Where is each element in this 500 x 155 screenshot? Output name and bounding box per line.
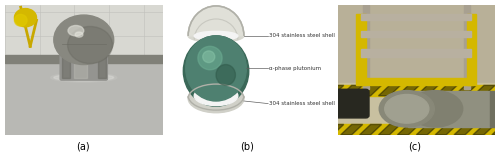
- Bar: [356, 14, 366, 85]
- Ellipse shape: [14, 9, 36, 27]
- Bar: [361, 78, 472, 85]
- Bar: [338, 124, 495, 135]
- Polygon shape: [398, 85, 419, 96]
- Bar: [362, 5, 369, 89]
- Ellipse shape: [202, 51, 215, 63]
- Bar: [361, 14, 472, 20]
- Polygon shape: [340, 124, 362, 135]
- Bar: [464, 5, 470, 89]
- Ellipse shape: [379, 91, 434, 127]
- Ellipse shape: [216, 64, 236, 85]
- Ellipse shape: [408, 91, 463, 127]
- Polygon shape: [492, 124, 500, 135]
- Bar: [5, 55, 162, 63]
- Bar: [5, 59, 162, 135]
- Text: α-phase plutonium: α-phase plutonium: [270, 66, 322, 71]
- Polygon shape: [360, 124, 382, 135]
- Polygon shape: [435, 124, 457, 135]
- Text: (b): (b): [240, 142, 254, 152]
- Polygon shape: [378, 124, 400, 135]
- Circle shape: [186, 36, 246, 101]
- Polygon shape: [322, 124, 344, 135]
- Polygon shape: [492, 85, 500, 96]
- Text: (c): (c): [408, 142, 422, 152]
- Polygon shape: [340, 85, 362, 96]
- Polygon shape: [454, 85, 476, 96]
- Text: (a): (a): [76, 142, 90, 152]
- Bar: [361, 31, 472, 37]
- Polygon shape: [454, 124, 476, 135]
- Bar: [5, 5, 162, 59]
- Ellipse shape: [385, 95, 429, 123]
- Ellipse shape: [194, 31, 238, 40]
- Ellipse shape: [68, 27, 112, 64]
- Circle shape: [54, 15, 114, 64]
- FancyBboxPatch shape: [60, 41, 108, 80]
- Polygon shape: [322, 85, 344, 96]
- Ellipse shape: [194, 86, 238, 106]
- Wedge shape: [188, 6, 244, 36]
- Text: 304 stainless steel shell: 304 stainless steel shell: [270, 101, 335, 106]
- Polygon shape: [416, 85, 438, 96]
- Text: 304 stainless steel shell: 304 stainless steel shell: [270, 33, 335, 38]
- Bar: [490, 91, 500, 127]
- Bar: [338, 85, 495, 96]
- Bar: [338, 83, 495, 135]
- Ellipse shape: [68, 25, 84, 36]
- Ellipse shape: [75, 32, 83, 37]
- Bar: [74, 44, 87, 78]
- Polygon shape: [435, 85, 457, 96]
- Bar: [62, 44, 70, 78]
- Ellipse shape: [54, 74, 114, 81]
- Polygon shape: [473, 85, 495, 96]
- Ellipse shape: [198, 46, 222, 70]
- Bar: [361, 49, 472, 57]
- Polygon shape: [473, 124, 495, 135]
- Bar: [466, 14, 476, 85]
- Polygon shape: [378, 85, 400, 96]
- Polygon shape: [360, 85, 382, 96]
- Polygon shape: [398, 124, 419, 135]
- Ellipse shape: [184, 36, 249, 106]
- Bar: [408, 91, 490, 127]
- FancyBboxPatch shape: [334, 89, 369, 118]
- Ellipse shape: [188, 84, 244, 113]
- Polygon shape: [416, 124, 438, 135]
- Bar: [98, 44, 106, 78]
- Ellipse shape: [14, 14, 27, 26]
- Ellipse shape: [50, 73, 117, 82]
- Ellipse shape: [188, 29, 244, 42]
